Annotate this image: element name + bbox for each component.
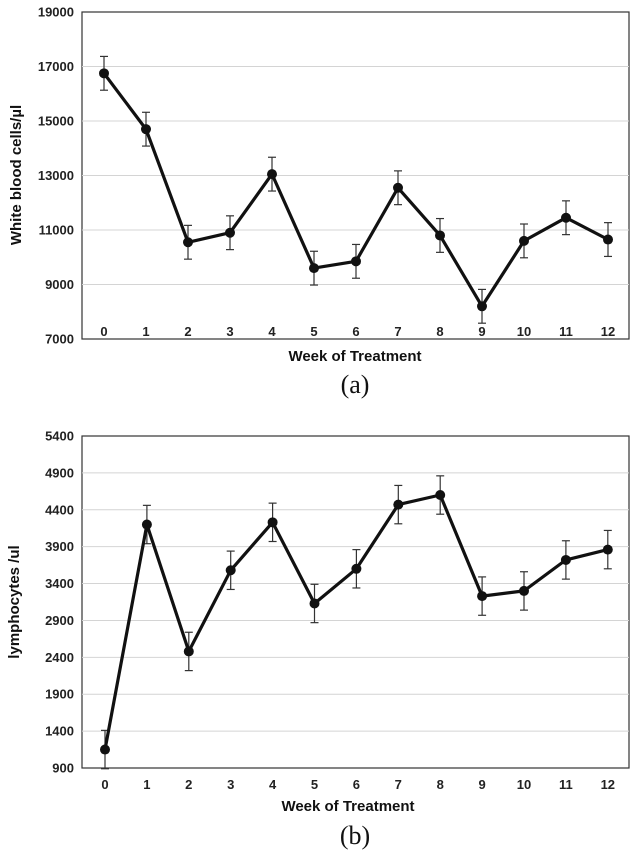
data-point — [309, 263, 319, 274]
x-tick-label: 7 — [394, 324, 401, 339]
x-tick-label: 2 — [184, 324, 191, 339]
y-tick-label: 9000 — [45, 277, 74, 292]
data-point — [183, 646, 194, 657]
data-point — [603, 234, 613, 245]
x-tick-label: 5 — [310, 324, 317, 339]
x-tick-label: 7 — [395, 777, 402, 792]
y-tick-label: 7000 — [45, 332, 74, 347]
y-tick-label: 19000 — [38, 5, 74, 20]
x-axis-title-a: Week of Treatment — [288, 348, 421, 365]
data-point — [560, 554, 571, 565]
x-tick-label: 12 — [601, 324, 615, 339]
data-point — [393, 182, 403, 193]
y-tick-label: 900 — [52, 761, 74, 776]
x-tick-label: 9 — [478, 777, 485, 792]
data-point — [309, 598, 320, 609]
y-tick-label: 11000 — [39, 223, 74, 238]
y-tick-label: 13000 — [38, 168, 74, 183]
x-tick-label: 4 — [268, 324, 276, 339]
y-tick-label: 3900 — [45, 539, 74, 554]
x-tick-label: 6 — [352, 324, 359, 339]
x-tick-labels-a: 0 1 2 3 4 5 6 7 8 9 10 11 12 — [100, 324, 615, 339]
y-tick-label: 3400 — [45, 576, 74, 591]
y-tick-label: 4900 — [45, 465, 74, 480]
plot-area-frame-b — [81, 435, 630, 769]
data-point — [267, 169, 277, 180]
y-tick-label: 2900 — [45, 613, 74, 628]
panel-label-b: (b) — [340, 821, 370, 850]
data-point — [183, 237, 193, 248]
data-point — [519, 235, 529, 246]
x-tick-label: 10 — [517, 777, 531, 792]
x-tick-label: 8 — [437, 777, 444, 792]
x-tick-label: 1 — [143, 777, 150, 792]
data-point — [100, 744, 110, 755]
data-points-a — [99, 68, 613, 312]
y-tick-label: 2400 — [45, 650, 74, 665]
data-point — [561, 212, 571, 223]
x-tick-label: 11 — [559, 777, 573, 792]
y-tick-label: 4400 — [45, 502, 74, 517]
data-point — [141, 124, 151, 135]
data-point — [141, 519, 152, 530]
x-tick-label: 8 — [436, 324, 443, 339]
y-tick-labels-b: 900 1400 1900 2400 2900 3400 3900 4400 4900 5400 — [45, 429, 74, 776]
y-tick-label: 15000 — [38, 114, 74, 129]
x-tick-label: 3 — [227, 777, 234, 792]
panel-label-a: (a) — [341, 370, 370, 399]
x-tick-label: 12 — [601, 777, 615, 792]
y-tick-label: 1900 — [45, 687, 74, 702]
y-axis-title-a: White blood cells/µl — [8, 105, 25, 245]
x-tick-label: 2 — [185, 777, 192, 792]
x-tick-label: 11 — [559, 324, 573, 339]
y-tick-labels-a: 7000 9000 11000 13000 15000 17000 19000 — [38, 5, 74, 347]
data-point — [351, 563, 362, 574]
data-point — [435, 230, 445, 241]
y-axis-title-b: lymphocytes /ul — [6, 545, 23, 658]
x-tick-label: 5 — [311, 777, 318, 792]
x-tick-labels-b: 0 1 2 3 4 5 6 7 8 9 10 11 12 — [101, 777, 615, 792]
x-tick-label: 4 — [269, 777, 277, 792]
y-tick-label: 1400 — [45, 724, 74, 739]
y-tick-label: 5400 — [45, 429, 74, 444]
x-tick-label: 0 — [100, 324, 107, 339]
x-tick-label: 3 — [226, 324, 233, 339]
data-point — [267, 517, 278, 528]
data-point — [99, 68, 109, 79]
data-point — [477, 301, 487, 312]
y-tick-label: 17000 — [38, 59, 74, 74]
data-point — [477, 591, 488, 602]
data-point — [602, 544, 613, 555]
data-point — [435, 490, 446, 501]
data-point — [225, 565, 236, 576]
data-point — [393, 499, 404, 510]
data-point — [225, 227, 235, 238]
data-points-b — [100, 490, 613, 755]
data-point — [519, 585, 529, 596]
x-tick-label: 0 — [101, 777, 108, 792]
gridlines-a — [82, 66, 629, 285]
gridlines-b — [82, 472, 629, 732]
data-point — [351, 256, 361, 267]
chart-panel-b: 900140019002400290034003900440049005400 … — [6, 429, 630, 850]
x-tick-label: 9 — [478, 324, 485, 339]
x-axis-title-b: Week of Treatment — [281, 798, 414, 815]
x-tick-label: 1 — [142, 324, 149, 339]
x-tick-label: 6 — [353, 777, 360, 792]
x-tick-label: 10 — [517, 324, 531, 339]
